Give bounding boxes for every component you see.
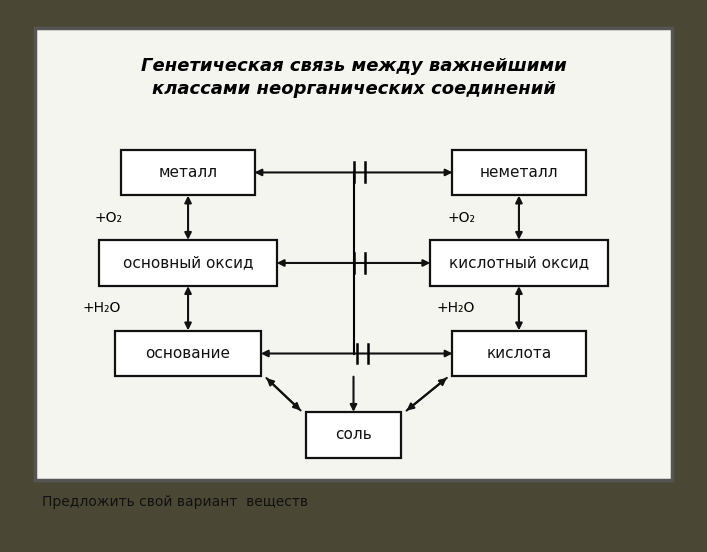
FancyBboxPatch shape	[452, 331, 586, 376]
Text: +H₂O: +H₂O	[436, 301, 474, 315]
FancyBboxPatch shape	[115, 331, 262, 376]
Text: +O₂: +O₂	[95, 211, 122, 225]
Text: основный оксид: основный оксид	[123, 256, 253, 270]
FancyBboxPatch shape	[122, 150, 255, 195]
Text: металл: металл	[158, 165, 218, 180]
FancyBboxPatch shape	[430, 240, 608, 285]
Text: основание: основание	[146, 346, 230, 361]
Text: +O₂: +O₂	[448, 211, 476, 225]
Text: кислота: кислота	[486, 346, 551, 361]
Text: кислотный оксид: кислотный оксид	[449, 256, 589, 270]
Text: +H₂O: +H₂O	[83, 301, 122, 315]
FancyBboxPatch shape	[306, 412, 402, 458]
Text: Генетическая связь между важнейшими
классами неорганических соединений: Генетическая связь между важнейшими клас…	[141, 57, 566, 98]
FancyBboxPatch shape	[452, 150, 586, 195]
Text: соль: соль	[335, 427, 372, 443]
Text: неметалл: неметалл	[479, 165, 559, 180]
Text: Предложить свой вариант  веществ: Предложить свой вариант веществ	[42, 495, 308, 509]
FancyBboxPatch shape	[99, 240, 277, 285]
